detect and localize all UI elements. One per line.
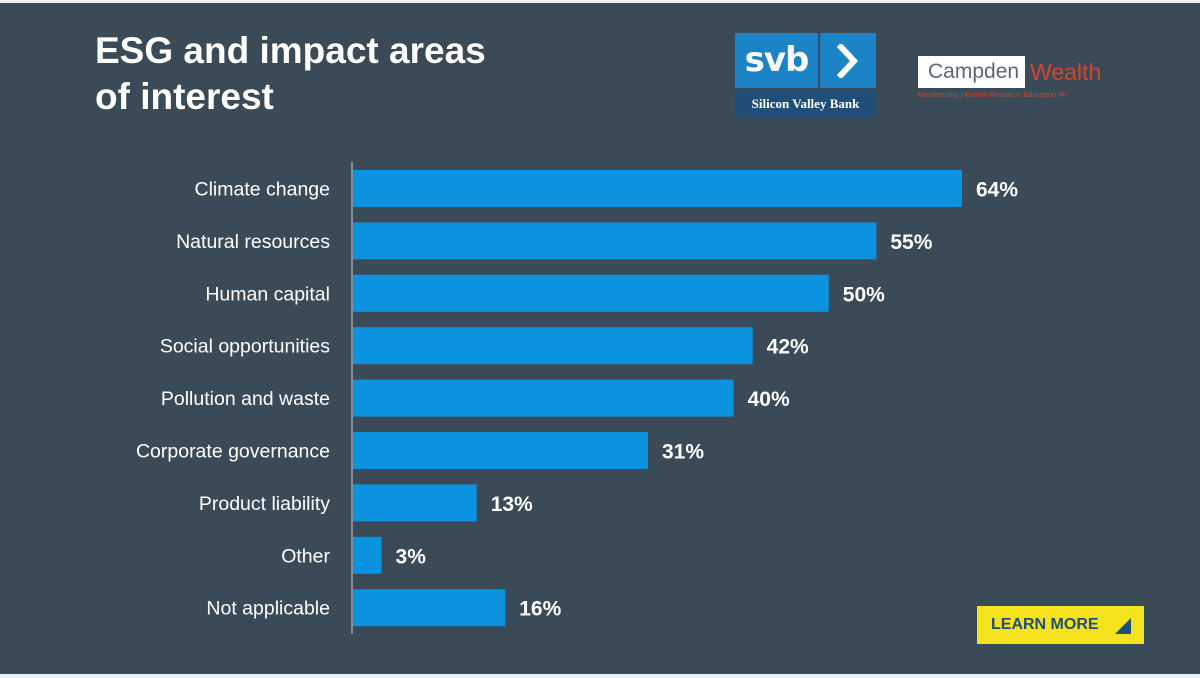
category-label: Corporate governance [136,441,330,463]
chevron-right-icon [820,33,876,88]
svb-logo: svb Silicon Valley Bank [735,33,876,117]
value-label: 3% [396,545,427,568]
title-line-1: ESG and impact areas [95,30,486,71]
svb-wordmark: svb [735,33,818,88]
bar [353,589,506,627]
category-label: Social opportunities [160,336,330,358]
wealth-wordmark: Wealth [1030,59,1102,85]
bar [353,379,734,417]
value-label: 31% [662,441,704,464]
category-label: Natural resources [176,231,330,253]
value-label: 64% [976,179,1018,202]
campden-wealth-logo: Campden Wealth Membership | Events Resea… [918,56,1140,106]
chart-title: ESG and impact areas of interest [95,28,615,120]
bar [353,432,648,469]
value-label: 55% [890,231,932,254]
category-label: Other [281,545,330,567]
category-label: Product liability [199,493,330,515]
bar [353,327,753,365]
bars-group: Climate change 64% Natural resources 55% Hum… [136,170,1018,627]
campden-tagline: Membership | Events Research Education I… [918,92,1068,99]
campden-wordmark: Campden [918,56,1026,88]
title-line-2: of interest [95,76,274,117]
category-label: Pollution and waste [161,388,330,410]
value-label: 16% [519,598,561,621]
category-label: Human capital [205,283,330,305]
learn-more-label: LEARN MORE [991,616,1099,633]
bar [353,222,877,260]
category-label: Not applicable [206,598,330,620]
value-label: 50% [843,283,885,306]
triangle-arrow-icon [1115,618,1131,634]
bar [353,274,829,312]
bar [353,170,962,207]
learn-more-button[interactable]: LEARN MORE [977,606,1144,644]
svb-subtitle: Silicon Valley Bank [735,90,876,117]
value-label: 42% [767,336,809,359]
value-label: 40% [748,388,790,411]
bar [353,536,382,574]
value-label: 13% [491,493,533,516]
bar [353,484,477,522]
category-label: Climate change [195,179,331,201]
